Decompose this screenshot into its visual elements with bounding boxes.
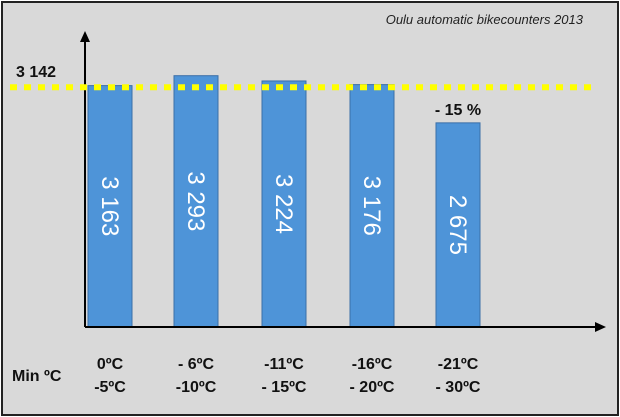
x-tick-label: - 6ºC (178, 356, 215, 373)
percent-change-annotation: - 15 % (435, 102, 481, 119)
bar-value-label: 3 176 (358, 176, 385, 236)
bar (261, 80, 307, 328)
x-tick-label: - 15ºC (262, 379, 307, 396)
bar-value-label: 3 293 (182, 171, 209, 231)
bar-value-label: 3 163 (96, 176, 123, 236)
x-axis-label: Min ºC (12, 368, 62, 385)
x-tick-label: -11ºC (264, 356, 304, 373)
chart-title: Oulu automatic bikecounters 2013 (386, 12, 584, 27)
x-tick-label: -21ºC (438, 356, 479, 373)
bar-value-label: 3 224 (270, 174, 297, 234)
bar-value-label: 2 675 (444, 195, 471, 255)
x-axis-arrow-icon (595, 322, 606, 332)
x-tick-label: -10ºC (176, 379, 217, 396)
x-tick-label: -16ºC (352, 356, 393, 373)
bar (349, 84, 395, 328)
x-tick-label: 0ºC (97, 356, 124, 373)
x-tick-label: - 30ºC (436, 379, 481, 396)
bar (435, 122, 481, 328)
x-tick-label: -5ºC (94, 379, 126, 396)
bar (87, 85, 133, 328)
x-tick-label: - 20ºC (350, 379, 395, 396)
bar (173, 75, 219, 328)
y-axis-arrow-icon (80, 31, 90, 42)
reference-line-label: 3 142 (16, 64, 56, 81)
